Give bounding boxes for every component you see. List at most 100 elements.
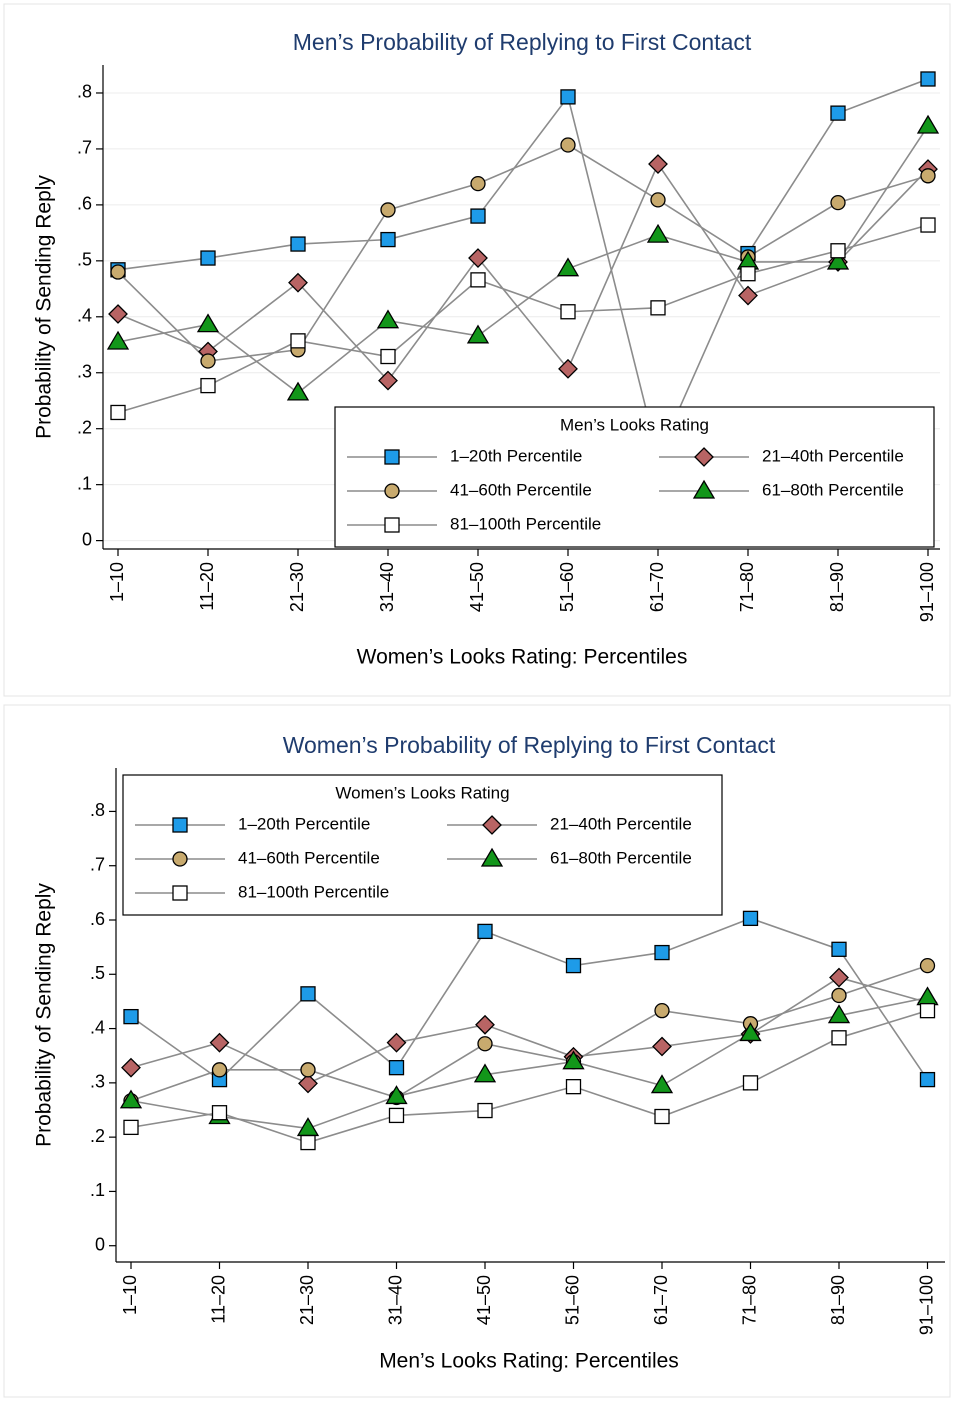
x-tick-label: 41–50: [467, 562, 487, 612]
marker: [209, 1032, 230, 1053]
legend-marker: [384, 483, 400, 499]
x-tick-label: 71–80: [737, 562, 757, 612]
marker: [388, 1107, 405, 1124]
x-tick-label: 71–80: [739, 1275, 759, 1325]
legend-title: Women’s Looks Rating: [335, 783, 509, 802]
legend-label: 21–40th Percentile: [550, 814, 692, 833]
x-tick-label: 91–100: [916, 1275, 936, 1335]
marker: [831, 987, 847, 1004]
series-line: [130, 1009, 928, 1144]
legend-label: 1–20th Percentile: [238, 814, 370, 833]
marker: [740, 266, 756, 282]
marker: [200, 250, 216, 266]
x-tick-label: 11–20: [197, 562, 217, 611]
chart-title: Men’s Probability of Replying to First C…: [293, 29, 752, 55]
marker: [830, 194, 846, 211]
x-tick-label: 1–10: [107, 562, 127, 602]
marker: [121, 1057, 141, 1078]
y-tick-label: .6: [90, 909, 105, 929]
series-line: [117, 224, 929, 414]
y-tick-label: .4: [90, 1017, 105, 1037]
marker: [211, 1062, 228, 1078]
marker: [380, 202, 396, 218]
marker: [738, 285, 758, 306]
x-axis-label: Women’s Looks Rating: Percentiles: [357, 646, 688, 669]
legend-box: [122, 774, 723, 916]
marker: [652, 1036, 672, 1057]
marker: [916, 114, 940, 134]
marker: [648, 154, 668, 174]
legend-marker: [480, 847, 504, 867]
marker: [298, 1073, 318, 1094]
marker: [646, 223, 670, 243]
marker: [211, 1105, 228, 1121]
marker: [200, 377, 216, 394]
y-tick-label: .1: [90, 1180, 105, 1200]
x-tick-label: 51–60: [557, 562, 577, 612]
y-tick-label: .6: [77, 194, 92, 214]
y-tick-label: .8: [77, 82, 92, 102]
x-tick-label: 51–60: [562, 1275, 582, 1325]
y-tick-label: .3: [77, 361, 92, 381]
marker: [385, 1085, 408, 1105]
marker: [108, 304, 128, 324]
y-tick-label: .2: [90, 1126, 105, 1146]
marker: [290, 236, 306, 252]
legend-label: 41–60th Percentile: [450, 480, 592, 499]
marker: [916, 986, 939, 1006]
marker: [106, 330, 130, 350]
marker: [654, 1003, 670, 1019]
x-tick-label: 61–70: [647, 562, 667, 612]
legend-label: 41–60th Percentile: [238, 848, 380, 867]
legend-label: 1–20th Percentile: [450, 446, 582, 465]
marker: [826, 250, 850, 270]
series-line: [130, 996, 928, 1130]
series-line: [130, 964, 928, 1102]
marker: [110, 264, 126, 280]
marker: [742, 910, 759, 927]
marker: [558, 358, 578, 379]
legend-title: Men’s Looks Rating: [560, 415, 709, 434]
marker: [742, 1075, 759, 1091]
marker: [920, 168, 936, 184]
marker: [920, 217, 936, 233]
x-tick-label: 61–70: [651, 1275, 671, 1325]
y-tick-label: .1: [77, 473, 92, 493]
series-line: [117, 144, 929, 362]
marker: [827, 1004, 851, 1024]
x-tick-label: 81–90: [828, 1275, 848, 1325]
legend-label: 81–100th Percentile: [450, 514, 601, 533]
marker: [376, 309, 400, 329]
marker: [288, 272, 308, 293]
marker: [560, 89, 576, 105]
legend-box: [334, 406, 935, 548]
marker: [477, 923, 493, 940]
marker: [565, 957, 582, 974]
marker: [123, 1008, 139, 1025]
y-tick-label: .5: [77, 250, 92, 270]
marker: [378, 370, 398, 391]
marker: [654, 1108, 670, 1125]
legend-marker: [694, 447, 714, 467]
marker: [565, 1079, 582, 1095]
marker: [739, 1022, 762, 1042]
x-tick-label: 31–40: [385, 1275, 405, 1325]
marker: [300, 1134, 316, 1151]
x-tick-label: 11–20: [208, 1275, 228, 1324]
marker: [196, 313, 220, 333]
chart-title: Women’s Probability of Replying to First…: [283, 732, 776, 758]
y-tick-label: .4: [77, 306, 92, 326]
marker: [123, 1119, 139, 1136]
y-axis-label: Probability of Sending Reply: [33, 175, 56, 439]
legend-marker: [692, 479, 716, 499]
y-tick-label: .2: [77, 417, 92, 437]
series-line: [130, 976, 928, 1085]
series-line: [117, 78, 929, 460]
marker: [290, 333, 306, 349]
marker: [560, 137, 576, 153]
x-tick-label: 81–90: [827, 562, 847, 612]
marker: [919, 1071, 936, 1088]
legend-label: 61–80th Percentile: [550, 848, 692, 867]
y-axis-label: Probability of Sending Reply: [33, 883, 56, 1147]
